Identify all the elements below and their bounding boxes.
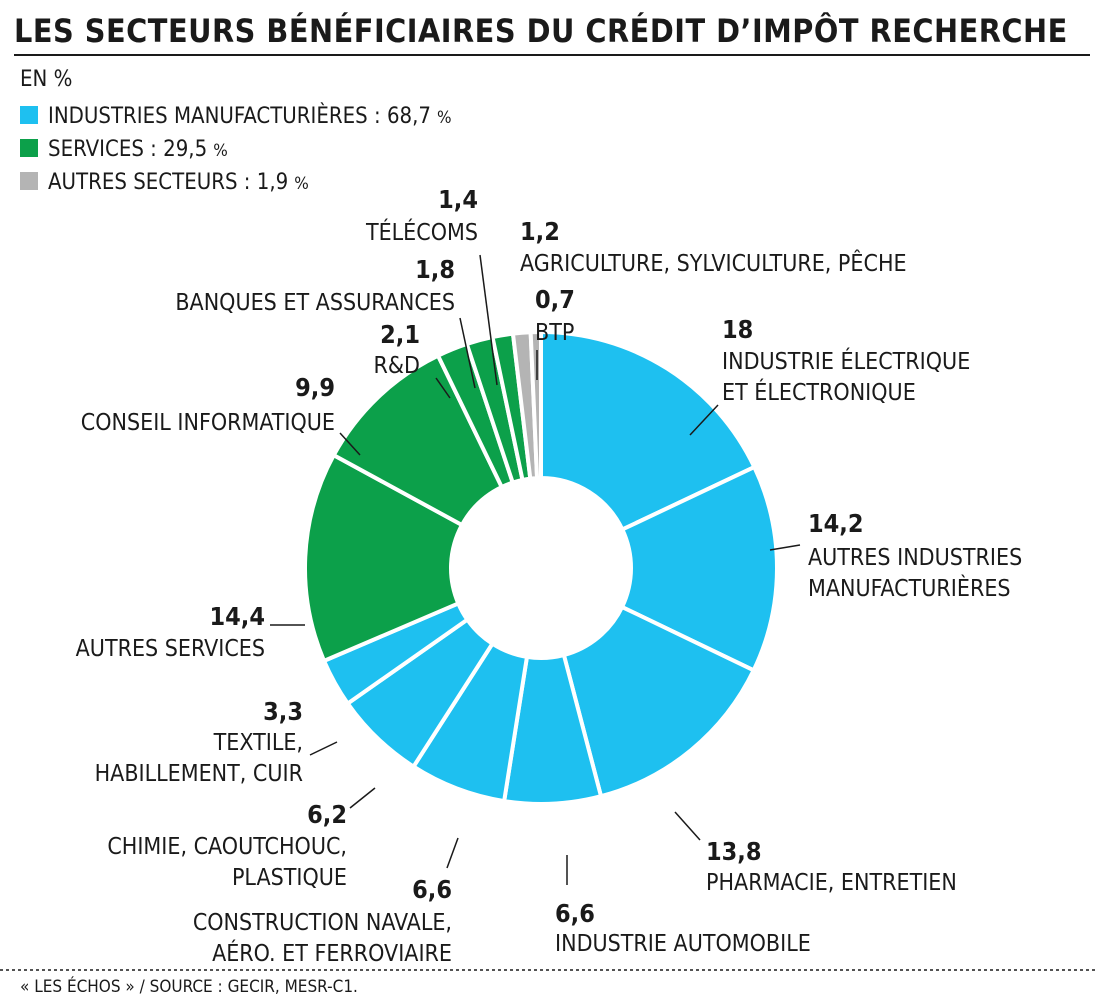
value-label: 3,3: [263, 697, 303, 726]
value-label: 6,2: [307, 800, 347, 829]
category-label: BANQUES ET ASSURANCES: [175, 290, 455, 316]
donut-slice: [303, 452, 465, 664]
leader-line: [339, 432, 361, 456]
leader-line: [769, 544, 801, 551]
value-label: 6,6: [555, 899, 595, 928]
legend-swatch: [20, 106, 38, 124]
category-label: TEXTILE,: [213, 730, 303, 756]
leader-line: [689, 404, 719, 436]
leader-line: [674, 811, 701, 841]
category-label: CHIMIE, CAOUTCHOUC,: [107, 834, 347, 860]
category-label: AUTRES INDUSTRIES: [808, 545, 1022, 571]
category-label: AGRICULTURE, SYLVICULTURE, PÊCHE: [520, 249, 907, 277]
value-label: 2,1: [380, 320, 420, 349]
leader-line: [435, 377, 451, 399]
category-label: INDUSTRIE ÉLECTRIQUE: [722, 347, 970, 375]
value-label: 14,4: [210, 602, 266, 631]
legend-unit: %: [294, 174, 309, 194]
subtitle: EN %: [20, 67, 72, 92]
category-label: BTP: [535, 320, 574, 346]
leader-line: [459, 317, 476, 389]
value-label: 14,2: [808, 509, 864, 538]
legend-label: AUTRES SECTEURS : 1,9: [48, 170, 288, 195]
legend-swatch: [20, 172, 38, 190]
value-label: 1,4: [438, 185, 478, 214]
value-label: 18: [722, 315, 753, 344]
category-label: HABILLEMENT, CUIR: [95, 761, 303, 787]
leader-line: [309, 741, 338, 756]
leader-line: [446, 837, 459, 869]
legend-label: SERVICES : 29,5: [48, 137, 207, 162]
legend-label: INDUSTRIES MANUFACTURIÈRES : 68,7: [48, 103, 431, 129]
donut-slice: [619, 464, 779, 673]
category-label: PLASTIQUE: [232, 865, 347, 891]
category-label: CONSTRUCTION NAVALE,: [193, 910, 452, 936]
category-label: MANUFACTURIÈRES: [808, 574, 1011, 602]
category-label: AUTRES SERVICES: [76, 636, 265, 662]
value-label: 13,8: [706, 837, 762, 866]
source: « LES ÉCHOS » / SOURCE : GECIR, MESR-C1.: [20, 975, 358, 997]
leader-line: [479, 254, 498, 386]
category-label: ET ÉLECTRONIQUE: [722, 378, 916, 406]
donut-slice: [528, 329, 543, 481]
chart-title: LES SECTEURS BÉNÉFICIAIRES DU CRÉDIT D’I…: [14, 11, 1068, 50]
donut-slice: [539, 329, 757, 533]
legend-unit: %: [437, 108, 452, 128]
donut-slice: [561, 604, 757, 799]
legend-swatch: [20, 139, 38, 157]
category-label: R&D: [374, 353, 420, 379]
leader-line: [349, 787, 376, 809]
value-label: 9,9: [295, 373, 335, 402]
category-label: TÉLÉCOMS: [365, 218, 478, 246]
value-label: 0,7: [535, 285, 575, 314]
category-label: PHARMACIE, ENTRETIEN: [706, 870, 957, 896]
value-label: 1,8: [415, 255, 455, 284]
value-label: 6,6: [412, 875, 452, 904]
value-label: 1,2: [520, 217, 560, 246]
category-label: AÉRO. ET FERROVIAIRE: [212, 939, 452, 967]
legend-unit: %: [213, 141, 228, 161]
category-label: CONSEIL INFORMATIQUE: [81, 410, 335, 436]
category-label: INDUSTRIE AUTOMOBILE: [555, 931, 811, 957]
